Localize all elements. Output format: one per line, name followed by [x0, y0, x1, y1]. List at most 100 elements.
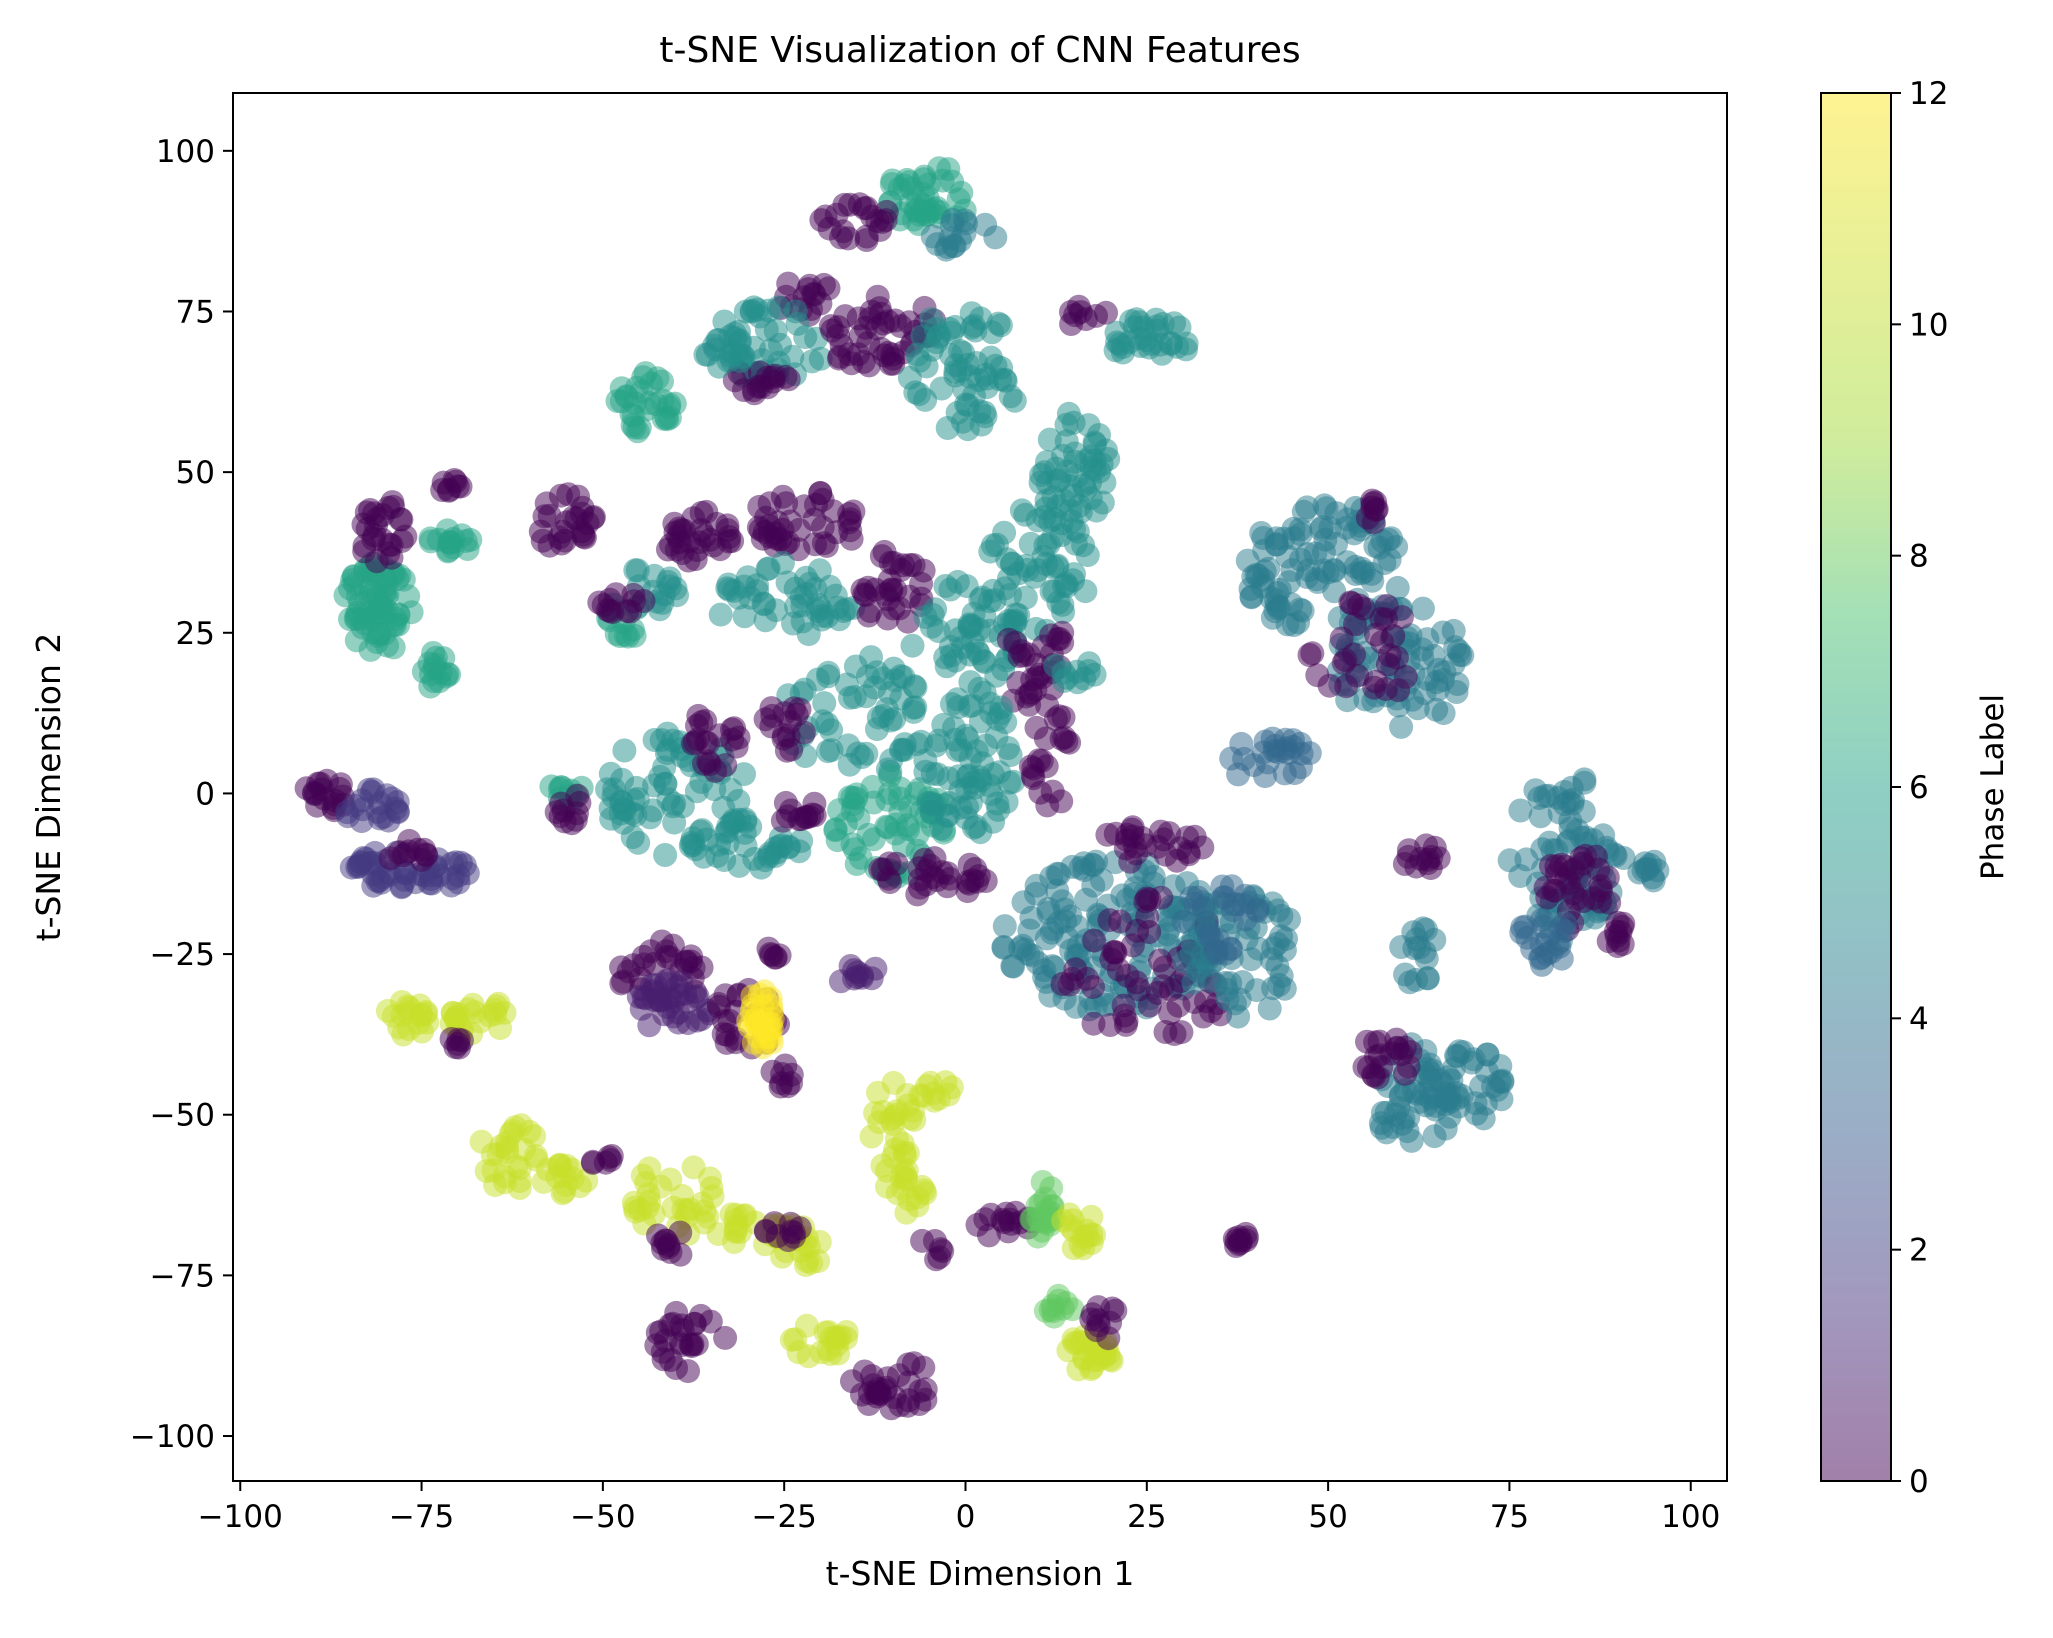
data-point — [1239, 947, 1264, 972]
data-point — [823, 817, 848, 842]
data-point — [1051, 705, 1076, 730]
data-point — [1131, 315, 1156, 340]
data-point — [452, 853, 477, 878]
data-point — [1029, 463, 1054, 487]
data-point — [698, 1166, 722, 1191]
data-point — [1271, 526, 1296, 551]
data-point — [1383, 1102, 1408, 1127]
data-point — [1241, 564, 1266, 589]
data-point — [1137, 993, 1162, 1018]
data-point — [850, 578, 875, 603]
data-point — [807, 1230, 832, 1254]
data-point — [1528, 804, 1553, 829]
data-point — [1128, 334, 1153, 358]
data-point — [1396, 844, 1421, 869]
y-tick-label: 50 — [176, 455, 215, 491]
data-point — [867, 1382, 892, 1407]
data-point — [486, 1142, 511, 1167]
data-point — [650, 1339, 675, 1364]
data-point — [763, 844, 788, 869]
data-point — [642, 773, 667, 798]
data-point — [933, 574, 958, 598]
data-point — [936, 1082, 961, 1107]
data-point — [945, 687, 970, 712]
data-point — [548, 483, 573, 508]
data-point — [1054, 1290, 1079, 1315]
plot-frame — [232, 92, 1728, 1482]
data-point — [1260, 605, 1285, 630]
data-point — [1572, 770, 1597, 795]
data-point — [1376, 527, 1401, 552]
data-point — [681, 833, 706, 857]
data-point — [979, 1202, 1003, 1227]
data-point — [1099, 947, 1124, 972]
data-point — [774, 491, 799, 516]
data-point — [1392, 1035, 1417, 1060]
data-point — [1054, 925, 1079, 950]
x-axis-label: t-SNE Dimension 1 — [826, 1554, 1135, 1593]
data-point — [670, 1333, 694, 1357]
data-point — [716, 572, 741, 597]
data-point — [722, 368, 747, 393]
data-point — [1573, 843, 1597, 868]
data-point — [913, 1181, 938, 1206]
data-point — [1385, 575, 1410, 600]
data-point — [972, 650, 997, 674]
data-point — [439, 873, 464, 898]
data-point — [1047, 626, 1072, 651]
colorbar-tick-label: 4 — [1909, 1001, 1929, 1037]
data-point — [746, 1024, 770, 1049]
data-point — [713, 1325, 738, 1350]
data-point — [705, 844, 730, 869]
data-point — [1399, 1128, 1424, 1153]
data-point — [1095, 822, 1120, 847]
data-point — [1386, 678, 1411, 703]
data-point — [989, 695, 1014, 720]
data-point — [935, 416, 960, 440]
data-point — [1367, 1043, 1392, 1068]
data-point — [396, 584, 421, 609]
data-point — [1305, 570, 1330, 594]
data-point — [349, 809, 374, 834]
data-point — [359, 608, 384, 633]
data-point — [1393, 1061, 1417, 1086]
data-point — [883, 1137, 908, 1162]
data-point — [825, 1332, 849, 1357]
data-point — [654, 741, 679, 766]
data-point — [649, 1319, 674, 1344]
data-point — [1082, 928, 1107, 953]
x-tick-label: −75 — [389, 1499, 454, 1535]
data-point — [522, 1124, 547, 1149]
data-point — [653, 843, 678, 867]
data-point — [1415, 966, 1440, 991]
data-point — [963, 814, 988, 839]
data-point — [668, 1242, 693, 1267]
data-point — [1610, 932, 1635, 957]
x-tick-label: −100 — [198, 1499, 283, 1535]
data-point — [1314, 496, 1339, 521]
data-point — [1412, 940, 1437, 965]
data-point — [693, 342, 718, 367]
data-point — [550, 1181, 575, 1206]
data-point — [905, 198, 930, 223]
data-point — [796, 277, 821, 302]
data-point — [827, 346, 852, 371]
data-point — [1571, 889, 1596, 913]
data-point — [610, 767, 635, 792]
data-point — [1226, 1004, 1251, 1029]
data-point — [1036, 532, 1061, 557]
data-point — [923, 597, 948, 622]
data-point — [1339, 591, 1364, 616]
data-point — [1275, 544, 1300, 569]
data-point — [1135, 904, 1160, 929]
data-point — [503, 1115, 528, 1140]
data-point — [1017, 918, 1042, 943]
data-point — [631, 589, 656, 613]
data-point — [1060, 483, 1085, 508]
data-point — [1272, 976, 1297, 1001]
data-point — [1277, 907, 1301, 932]
data-point — [1446, 1086, 1471, 1110]
data-point — [1081, 1011, 1106, 1036]
data-point — [957, 364, 982, 389]
